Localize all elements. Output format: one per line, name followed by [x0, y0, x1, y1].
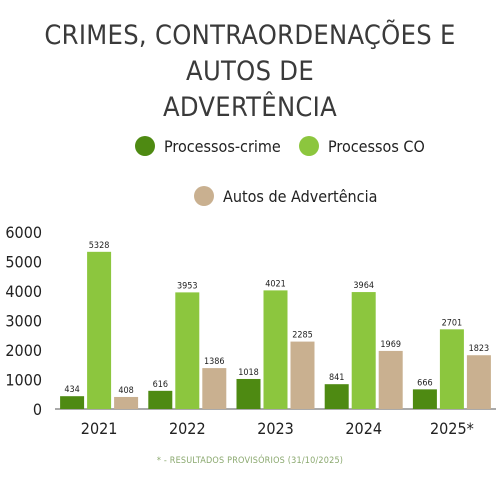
y-tick-label-3: 3000 [5, 312, 42, 331]
legend-label-processos-co: Processos CO [328, 136, 425, 156]
data-label-2025-series-0: 666 [417, 378, 432, 388]
bar-2023-series-2 [290, 341, 315, 409]
bar-2024-series-0 [324, 384, 349, 409]
bar-2025-series-1 [439, 329, 464, 409]
data-label-2022-series-2: 1386 [204, 357, 225, 367]
data-label-2023-series-1: 4021 [265, 279, 286, 289]
data-label-2024-series-1: 3964 [353, 281, 374, 291]
data-label-2025-series-2: 1823 [469, 344, 490, 354]
bar-2022-series-1 [175, 292, 200, 409]
bar-2024-series-1 [351, 292, 376, 409]
legend-dot-processos-crime [135, 136, 155, 156]
legend-dot-autos-de-advertencia [194, 186, 214, 206]
chart-title-line-2: ADVERTÊNCIA [162, 92, 338, 123]
data-label-2023-series-0: 1018 [238, 368, 259, 378]
y-tick-label-2: 2000 [5, 341, 42, 360]
data-label-2022-series-0: 616 [153, 380, 168, 390]
chart-title-line-1: CRIMES, CONTRAORDENAÇÕES E AUTOS DE [44, 20, 456, 87]
y-tick-label-5: 5000 [5, 253, 42, 272]
legend-item-processos-crime: Processos-crime [135, 136, 281, 156]
x-tick-label-4: 2025* [430, 419, 474, 438]
bar-2021-series-0 [60, 396, 85, 409]
data-label-2021-series-2: 408 [118, 386, 133, 396]
bar-2022-series-2 [202, 368, 227, 409]
chart-title: CRIMES, CONTRAORDENAÇÕES E AUTOS DE ADVE… [0, 18, 500, 126]
bar-2023-series-1 [263, 290, 288, 409]
legend-label-autos-de-advertencia: Autos de Advertência [223, 186, 378, 206]
bar-2025-series-2 [466, 355, 491, 409]
legend-item-processos-co: Processos CO [299, 136, 425, 156]
y-tick-label-0: 0 [33, 400, 42, 419]
data-label-2024-series-2: 1969 [380, 340, 401, 350]
footnote: * - RESULTADOS PROVISÓRIOS (31/10/2025) [156, 456, 344, 466]
data-label-2021-series-1: 5328 [89, 241, 110, 251]
bar-2021-series-1 [87, 251, 112, 409]
x-tick-label-0: 2021 [81, 419, 118, 438]
x-tick-label-3: 2024 [345, 419, 382, 438]
x-tick-label-2: 2023 [257, 419, 294, 438]
bar-2021-series-2 [114, 396, 139, 409]
data-label-2025-series-1: 2701 [442, 318, 463, 328]
legend-dot-processos-co [299, 136, 319, 156]
y-tick-label-1: 1000 [5, 371, 42, 390]
y-tick-label-6: 6000 [5, 223, 42, 242]
data-label-2023-series-2: 2285 [292, 331, 313, 341]
legend-item-autos-de-advertencia: Autos de Advertência [194, 186, 377, 206]
bar-2024-series-2 [378, 350, 403, 409]
y-tick-label-4: 4000 [5, 282, 42, 301]
x-tick-label-1: 2022 [169, 419, 206, 438]
bar-2023-series-0 [236, 378, 261, 409]
bar-2022-series-0 [148, 390, 173, 409]
data-label-2021-series-0: 434 [64, 385, 79, 395]
legend-label-processos-crime: Processos-crime [164, 136, 281, 156]
data-label-2022-series-1: 3953 [177, 281, 198, 291]
bar-2025-series-0 [412, 389, 437, 409]
data-label-2024-series-0: 841 [329, 373, 344, 383]
